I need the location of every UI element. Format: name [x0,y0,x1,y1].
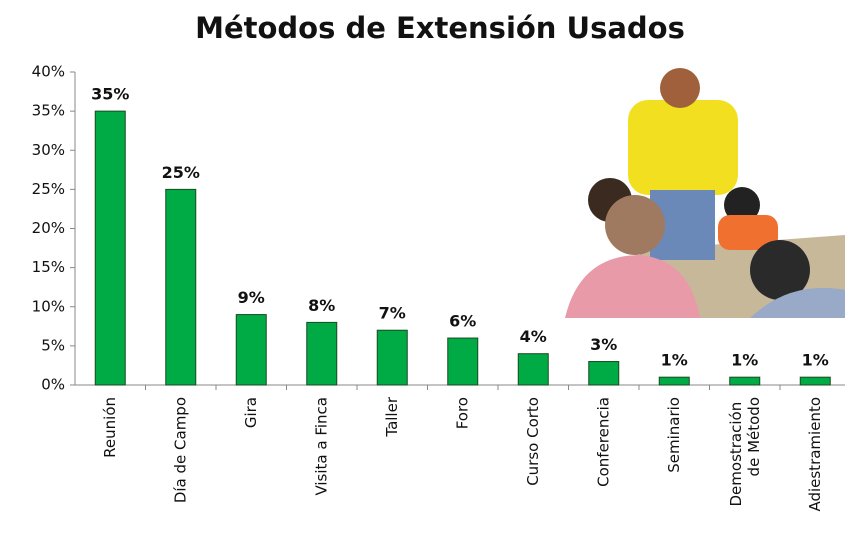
bar [165,188,197,386]
y-tick-label: 20% [32,219,65,237]
bar [376,329,408,386]
y-tick-label: 25% [32,180,65,198]
y-tick-label: 35% [32,102,65,120]
photo-person [750,240,810,300]
x-tick-label: Visita a Finca [312,397,330,496]
x-tick-label: Seminario [665,397,683,473]
x-tick-label: Adiestramiento [806,397,824,512]
x-tick-label: Conferencia [594,397,612,487]
value-label: 7% [379,304,406,323]
value-label: 6% [449,312,476,331]
photo-person [565,255,700,318]
chart-title: Métodos de Extensión Usados [195,11,685,45]
y-tick-label: 40% [32,63,65,81]
bar [729,376,761,386]
photo-person [718,215,778,250]
x-tick-label: Gira [242,397,260,428]
value-label: 35% [91,85,129,104]
y-tick-label: 0% [41,376,65,394]
y-tick-label: 15% [32,258,65,276]
photo-person [724,187,760,223]
x-tick-label: Foro [453,397,471,429]
value-label: 8% [308,296,335,315]
bar [94,110,126,386]
bar [235,314,267,386]
y-tick-label: 5% [41,336,65,354]
photo [563,68,845,318]
y-tick-label: 30% [32,141,65,159]
y-tick-label: 10% [32,297,65,315]
bar [658,376,690,386]
value-label: 4% [520,327,547,346]
photo-person [660,68,700,108]
bar [799,376,831,386]
bar [447,337,479,386]
bar [517,353,549,386]
x-tick-label: Día de Campo [171,397,189,503]
photo-person [750,287,845,318]
bar [306,321,338,386]
value-label: 1% [661,351,688,370]
photo-person [628,100,738,195]
x-tick-label: Reunión [101,397,119,458]
x-tick-label: Curso Corto [524,397,542,486]
value-label: 1% [731,351,758,370]
photo-person [605,195,665,255]
bar [588,361,620,386]
x-tick-label: Demostración de Método [726,397,762,507]
value-label: 25% [162,163,200,182]
value-label: 9% [238,288,265,307]
value-label: 1% [802,351,829,370]
x-tick-label: Taller [383,396,401,437]
value-label: 3% [590,335,617,354]
